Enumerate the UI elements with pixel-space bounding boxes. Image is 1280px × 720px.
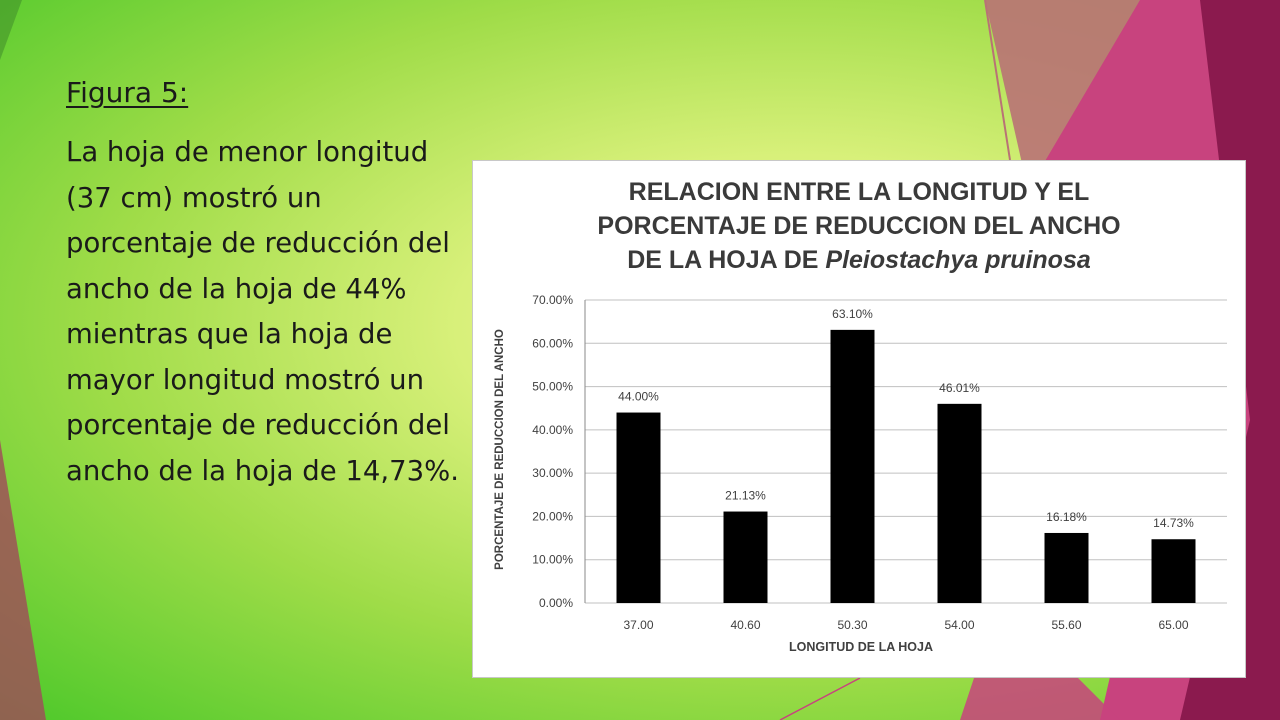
diagonal-line-top xyxy=(984,0,1011,161)
chart-title-species: Pleiostachya pruinosa xyxy=(825,246,1091,274)
bar-chart: 0.00% 10.00% 20.00% 30.00% 40.00% 50.00% 60.00… xyxy=(494,293,1227,654)
left-edge-shape xyxy=(0,0,22,60)
y-tick-label: 70.00% xyxy=(532,293,573,307)
data-label: 14.73% xyxy=(1153,516,1194,530)
y-tick-label: 60.00% xyxy=(532,336,573,350)
y-axis-label: PORCENTAJE DE REDUCCION DEL ANCHO xyxy=(494,329,506,570)
figure-label: Figura 5: xyxy=(66,76,189,109)
chart-title: RELACION ENTRE LA LONGITUD Y EL PORCENTA… xyxy=(473,175,1245,277)
data-label: 44.00% xyxy=(618,390,659,404)
bar xyxy=(723,511,768,603)
bar xyxy=(1044,532,1089,603)
chart-title-line-3: DE LA HOJA DE Pleiostachya pruinosa xyxy=(473,243,1245,277)
chart-title-line-1: RELACION ENTRE LA LONGITUD Y EL xyxy=(628,178,1090,206)
right-dark-shape xyxy=(1180,0,1280,720)
x-tick-label: 55.60 xyxy=(1051,618,1081,632)
y-tick-label: 40.00% xyxy=(532,423,573,437)
y-tick-label: 50.00% xyxy=(532,380,573,394)
x-axis-label: LONGITUD DE LA HOJA xyxy=(789,640,933,654)
chart-title-line-2: PORCENTAJE DE REDUCCION DEL ANCHO xyxy=(597,212,1121,240)
x-tick-label: 37.00 xyxy=(623,618,653,632)
y-tick-label: 30.00% xyxy=(532,466,573,480)
data-label: 16.18% xyxy=(1046,510,1087,524)
bar xyxy=(1151,539,1196,603)
x-tick-label: 54.00 xyxy=(944,618,974,632)
data-label: 63.10% xyxy=(832,307,873,321)
chart-title-line-3-text: DE LA HOJA DE xyxy=(627,246,826,274)
bar xyxy=(616,412,661,603)
left-bottom-shape xyxy=(0,440,46,720)
figure-description: La hoja de menor longitud (37 cm) mostró… xyxy=(66,136,459,487)
bar xyxy=(830,329,875,603)
data-label: 46.01% xyxy=(939,381,980,395)
y-tick-label: 20.00% xyxy=(532,509,573,523)
bar xyxy=(937,403,982,603)
diagonal-line-bottom xyxy=(779,677,861,720)
x-tick-label: 50.30 xyxy=(837,618,867,632)
data-label: 21.13% xyxy=(725,489,766,503)
y-tick-label: 0.00% xyxy=(539,596,573,610)
x-tick-label: 40.60 xyxy=(730,618,760,632)
x-tick-label: 65.00 xyxy=(1158,618,1188,632)
y-tick-label: 10.00% xyxy=(532,553,573,567)
chart-panel: RELACION ENTRE LA LONGITUD Y EL PORCENTA… xyxy=(472,160,1246,678)
